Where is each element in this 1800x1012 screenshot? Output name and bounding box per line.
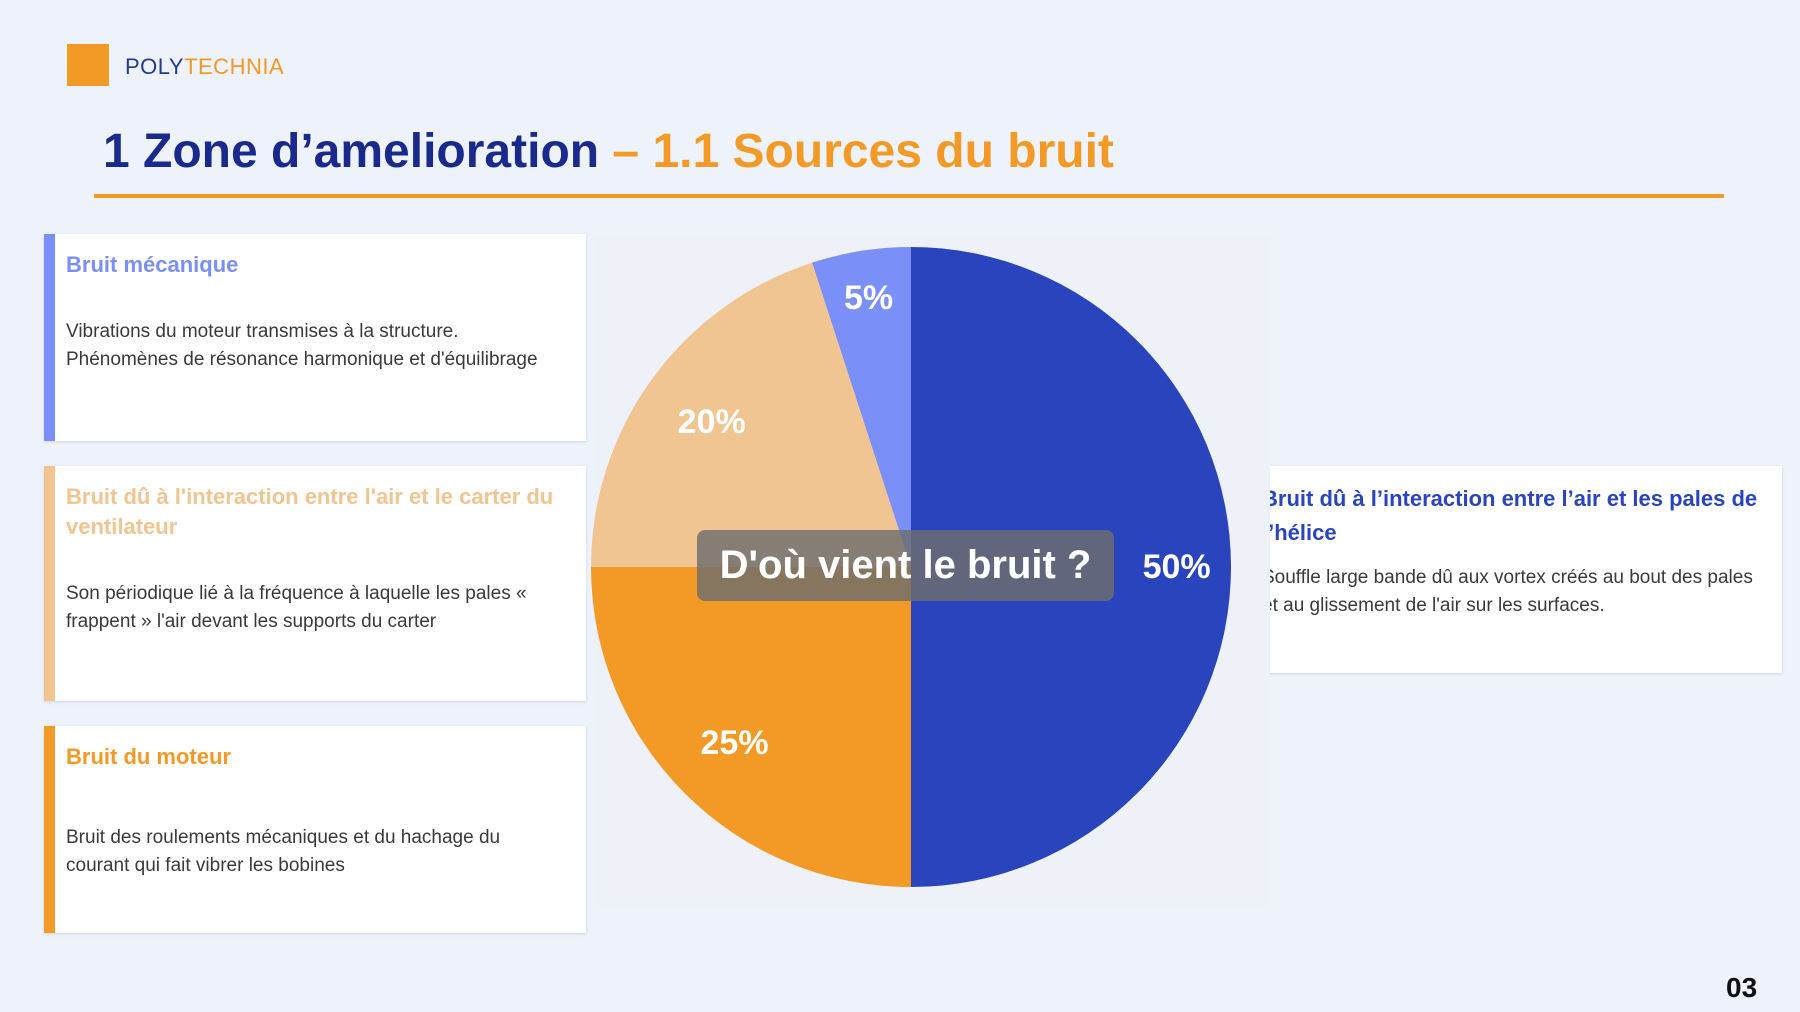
card-bruit-carter: Bruit dû à l'interaction entre l'air et … (44, 466, 586, 701)
pie-slice-25 (591, 567, 911, 887)
center-question-label: D'où vient le bruit ? (697, 530, 1114, 601)
card-bruit-moteur: Bruit du moteur Bruit des roulements méc… (44, 726, 586, 933)
pie-slice-label: 5% (843, 278, 894, 317)
card-bruit-helice: Bruit dû à l’interaction entre l’air et … (1240, 466, 1782, 673)
pie-slice-5 (812, 247, 911, 567)
card-description: Vibrations du moteur transmises à la str… (66, 321, 538, 370)
subsection-title: – 1.1 Sources du bruit (612, 125, 1114, 178)
brand-name: POLYTECHNIA (125, 54, 284, 80)
brand-name-part1: POLY (125, 54, 185, 79)
card-description: Souffle large bande dû aux vortex créés … (1262, 567, 1753, 616)
page-title: 1 Zone d’amelioration – 1.1 Sources du b… (103, 124, 1114, 179)
pie-slice-label: 25% (700, 723, 769, 762)
card-description: Bruit des roulements mécaniques et du ha… (66, 827, 501, 876)
title-divider (94, 194, 1724, 198)
card-title: Bruit du moteur (66, 744, 231, 769)
pie-slice-label: 20% (677, 402, 746, 441)
brand-logo-square (67, 44, 109, 86)
card-description: Son périodique lié à la fréquence à laqu… (66, 583, 527, 632)
pie-slice-label: 50% (1142, 547, 1211, 586)
card-accent-bar (44, 726, 55, 933)
card-accent-bar (44, 234, 55, 441)
brand-name-part2: TECHNIA (184, 54, 285, 79)
card-accent-bar (44, 466, 55, 701)
page-number: 03 (1726, 972, 1758, 1003)
card-bruit-mecanique: Bruit mécanique Vibrations du moteur tra… (44, 234, 586, 441)
pie-slice-20 (591, 262, 911, 567)
section-title: 1 Zone d’amelioration (103, 125, 600, 178)
card-title: Bruit dû à l'interaction entre l'air et … (66, 484, 554, 539)
card-title: Bruit mécanique (66, 252, 239, 277)
card-title: Bruit dû à l’interaction entre l’air et … (1262, 486, 1758, 545)
